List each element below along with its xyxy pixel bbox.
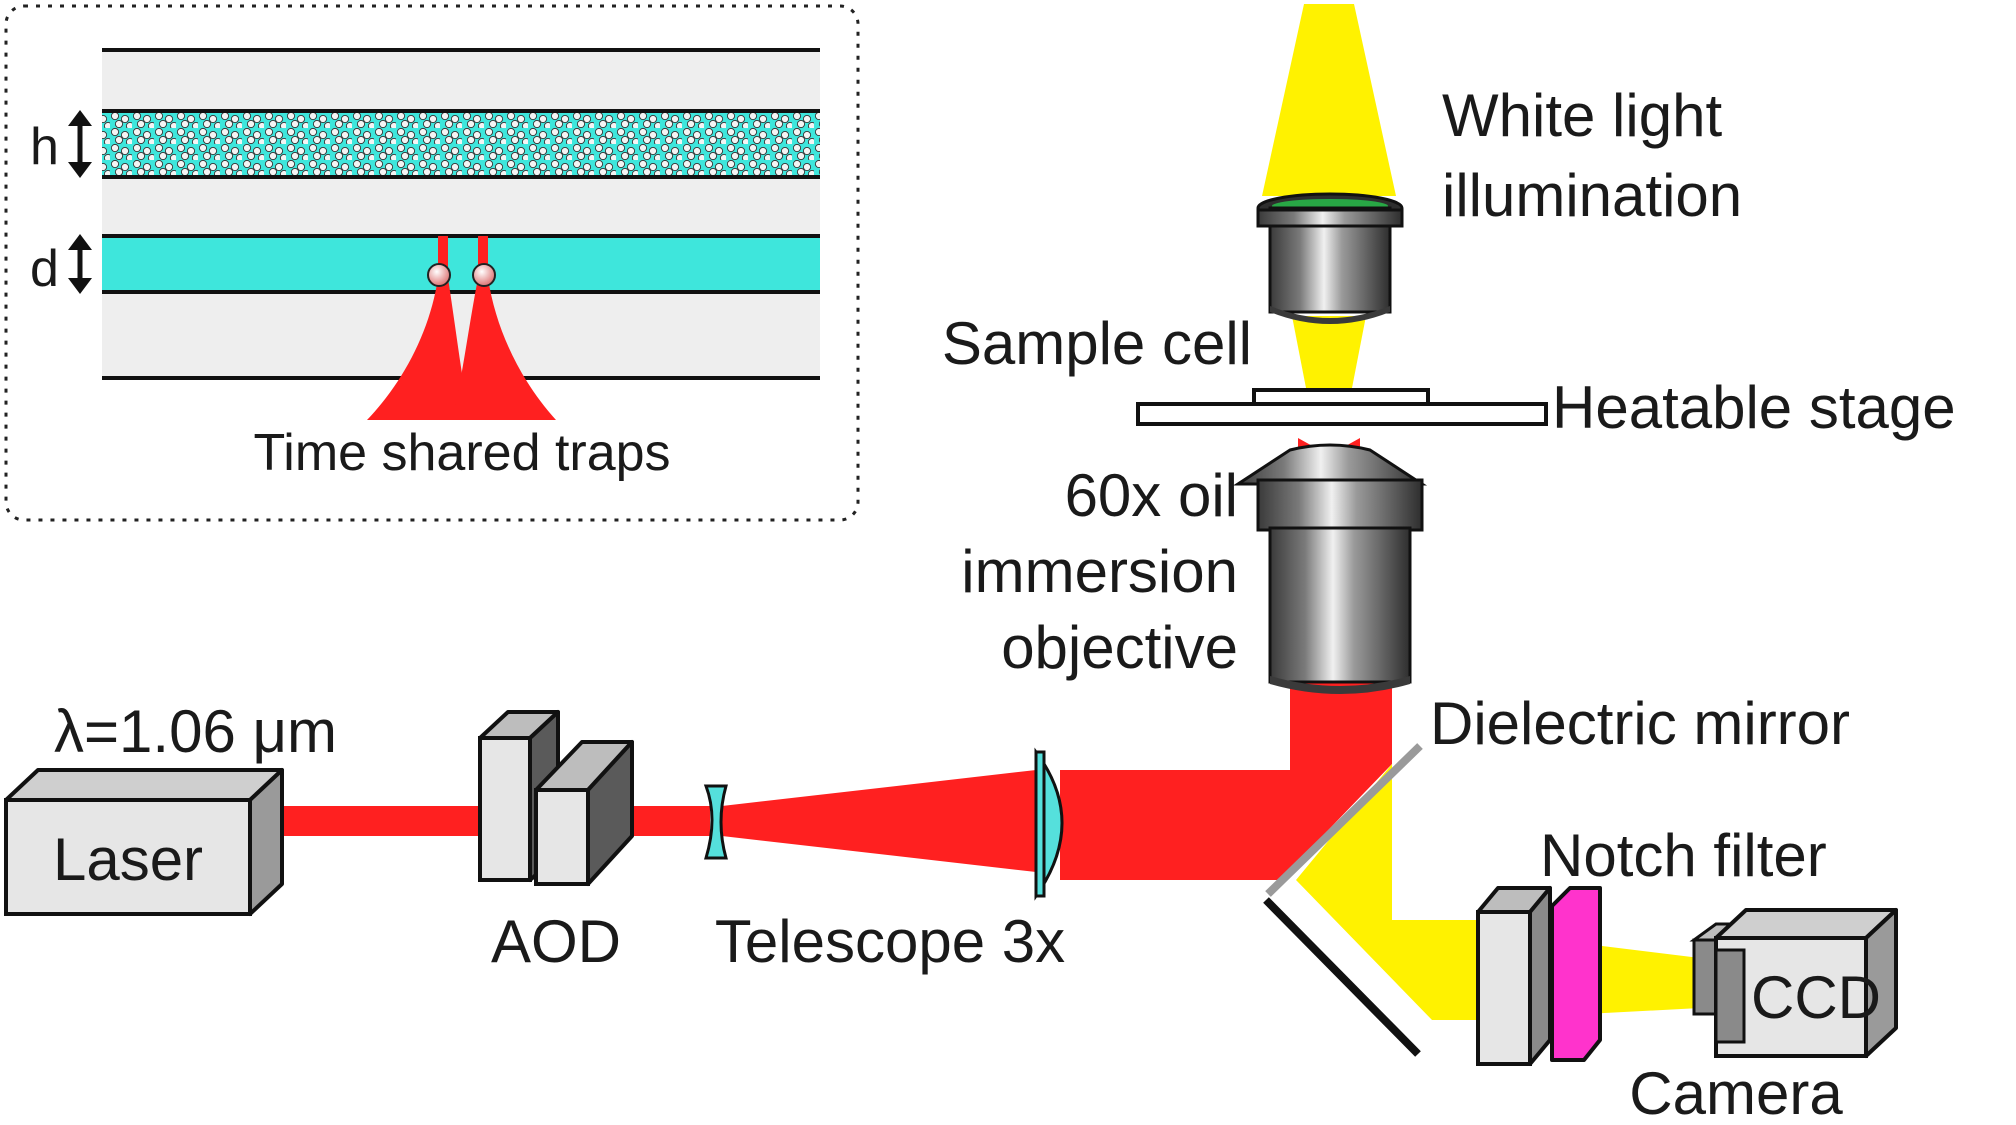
white-light-label-2: illumination: [1442, 162, 1742, 229]
h-label: h: [30, 118, 59, 176]
objective-label-2: immersion: [961, 538, 1238, 605]
camera-label: Camera: [1629, 1060, 1843, 1120]
white-light-label-1: White light: [1442, 82, 1722, 149]
channel-layer: [102, 236, 820, 292]
imaging-beam-to-camera: [1586, 944, 1700, 1014]
heatable-stage-label: Heatable stage: [1552, 374, 1956, 441]
filter-block: [1476, 886, 1602, 1066]
objective-lens: [1232, 443, 1428, 694]
aod-label: AOD: [491, 908, 621, 975]
notch-filter-label: Notch filter: [1540, 822, 1827, 889]
ccd-camera: CCD: [1689, 908, 1898, 1058]
telescope-label: Telescope 3x: [715, 908, 1065, 975]
sample-cell: [1252, 388, 1430, 406]
telescope-lens-small: [703, 784, 728, 860]
laser-beam-wide: [1060, 682, 1392, 880]
aod-device: [478, 710, 634, 886]
laser-beam-1: [270, 806, 480, 836]
dielectric-mirror-label: Dielectric mirror: [1430, 690, 1850, 757]
heatable-stage: [1136, 402, 1548, 426]
d-arrow: [68, 234, 92, 294]
inset-panel: h d Time shared traps: [4, 4, 860, 522]
white-light-top: [1262, 4, 1396, 196]
fold-mirror: [1263, 897, 1421, 1057]
h-arrow: [68, 110, 92, 178]
condenser-lens: [1256, 192, 1404, 324]
laser-label: Laser: [53, 826, 203, 893]
objective-label-3: objective: [1001, 614, 1238, 681]
trapped-bead-right: [472, 263, 496, 287]
d-label: d: [30, 240, 59, 298]
trapped-bead-left: [427, 263, 451, 287]
sample-cell-label: Sample cell: [942, 310, 1252, 377]
laser-beam-expanding: [722, 770, 1036, 872]
notch-filter: [1550, 886, 1602, 1062]
bead-layer: [102, 111, 820, 177]
imaging-beam: [1296, 764, 1480, 1020]
wavelength-label: λ=1.06 μm: [54, 698, 337, 765]
dielectric-mirror: [1265, 743, 1423, 897]
laser-box: Laser: [4, 768, 284, 916]
objective-label-1: 60x oil: [1065, 462, 1238, 529]
inset-caption: Time shared traps: [253, 424, 670, 482]
white-light-lower: [1292, 316, 1366, 388]
ccd-label: CCD: [1751, 964, 1881, 1031]
